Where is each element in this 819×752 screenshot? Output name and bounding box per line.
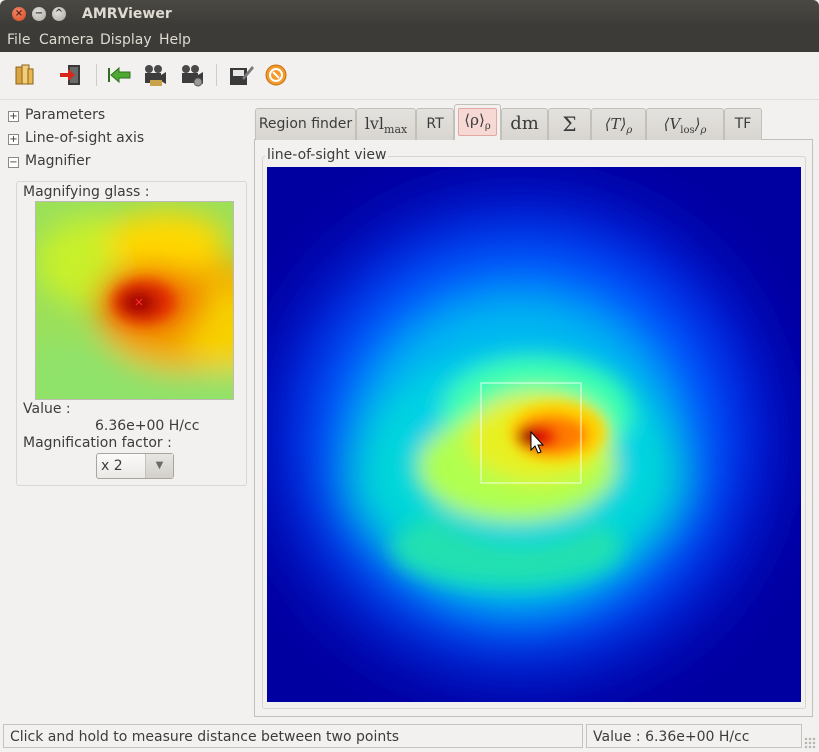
tab-label: dm — [510, 113, 539, 134]
selected-value: x 2 — [101, 458, 123, 474]
tab-label: Σ — [562, 112, 577, 136]
tab-rt[interactable]: RT — [416, 108, 454, 140]
menu-bar: File Camera Display Help — [0, 28, 819, 52]
sidebar-item-label: Line-of-sight axis — [25, 130, 145, 146]
tab-label: Region finder — [258, 116, 353, 132]
tab-sigma[interactable]: Σ — [548, 108, 591, 140]
sidebar-item-label: Parameters — [25, 107, 106, 123]
save-icon[interactable] — [228, 62, 254, 88]
tab-label: ⟨T⟩ — [604, 115, 627, 133]
group-title: line-of-sight view — [265, 147, 389, 163]
magnification-factor-select[interactable]: x 2 ▼ — [96, 453, 174, 479]
camera-settings-icon[interactable] — [178, 62, 204, 88]
window-title: AMRViewer — [82, 6, 172, 22]
tab-velocity-los[interactable]: ⟨Vlos⟩ρ — [646, 108, 724, 140]
camera-icon[interactable] — [141, 62, 167, 88]
status-value: Value : 6.36e+00 H/cc — [586, 724, 802, 748]
sidebar-item-line-of-sight-axis[interactable]: + Line-of-sight axis — [8, 130, 144, 150]
menu-help[interactable]: Help — [159, 32, 191, 48]
magnifier-panel — [16, 181, 247, 486]
menu-camera[interactable]: Camera — [39, 32, 94, 48]
tab-region-finder[interactable]: Region finder — [255, 108, 356, 140]
tab-density[interactable]: ⟨ρ⟩ρ — [454, 104, 501, 140]
magnifier-value: 6.36e+00 H/cc — [95, 418, 200, 434]
tab-subscript: ρ — [700, 125, 707, 136]
tab-label: ⟨ρ⟩ — [464, 111, 485, 129]
tab-label: lvl — [364, 114, 385, 133]
line-of-sight-group — [262, 156, 806, 709]
value-label: Value : — [23, 401, 71, 417]
sidebar-item-label: Magnifier — [25, 153, 91, 169]
close-window-button[interactable]: × — [12, 7, 26, 21]
tab-dm[interactable]: dm — [501, 108, 548, 140]
tab-subscript: ρ — [484, 121, 491, 132]
minimize-window-button[interactable]: − — [32, 7, 46, 21]
toolbar-separator — [96, 64, 97, 86]
expand-icon[interactable]: + — [8, 111, 19, 122]
line-of-sight-view[interactable] — [267, 167, 801, 702]
close-circle-icon[interactable] — [264, 62, 290, 88]
menu-display[interactable]: Display — [100, 32, 152, 48]
sidebar-item-magnifier[interactable]: − Magnifier — [8, 153, 91, 173]
collapse-icon[interactable]: − — [8, 157, 19, 168]
resize-grip-icon[interactable] — [804, 737, 816, 749]
expand-icon[interactable]: + — [8, 134, 19, 145]
maximize-window-button[interactable]: ^ — [52, 7, 66, 21]
open-folder-icon[interactable] — [12, 62, 38, 88]
tab-label: ⟨V — [663, 115, 681, 133]
title-bar: × − ^ AMRViewer — [0, 0, 819, 28]
tab-temperature[interactable]: ⟨T⟩ρ — [591, 108, 646, 140]
tab-lvl-max[interactable]: lvlmax — [356, 108, 416, 140]
sidebar-item-parameters[interactable]: + Parameters — [8, 107, 105, 127]
chevron-down-icon[interactable]: ▼ — [145, 454, 173, 478]
magnification-factor-label: Magnification factor : — [23, 435, 172, 451]
magnifying-glass-view — [35, 201, 234, 400]
exit-icon[interactable] — [58, 62, 84, 88]
tab-subscript: los — [680, 125, 695, 136]
tab-label: TF — [734, 116, 752, 132]
status-message: Click and hold to measure distance betwe… — [3, 724, 583, 748]
tab-subscript: max — [384, 123, 408, 137]
tab-tf[interactable]: TF — [724, 108, 762, 140]
tab-highlight — [458, 108, 497, 136]
toolbar — [0, 52, 819, 100]
tab-label-wrap: ⟨ρ⟩ρ — [464, 111, 491, 132]
tab-subscript: ρ — [626, 125, 633, 136]
magnifying-glass-label: Magnifying glass : — [23, 184, 150, 200]
back-arrow-icon[interactable] — [106, 62, 132, 88]
tab-label: RT — [426, 116, 444, 132]
toolbar-separator — [216, 64, 217, 86]
tab-label-tail: ⟩ — [694, 115, 701, 133]
status-bar: Click and hold to measure distance betwe… — [0, 722, 819, 752]
menu-file[interactable]: File — [7, 32, 31, 48]
